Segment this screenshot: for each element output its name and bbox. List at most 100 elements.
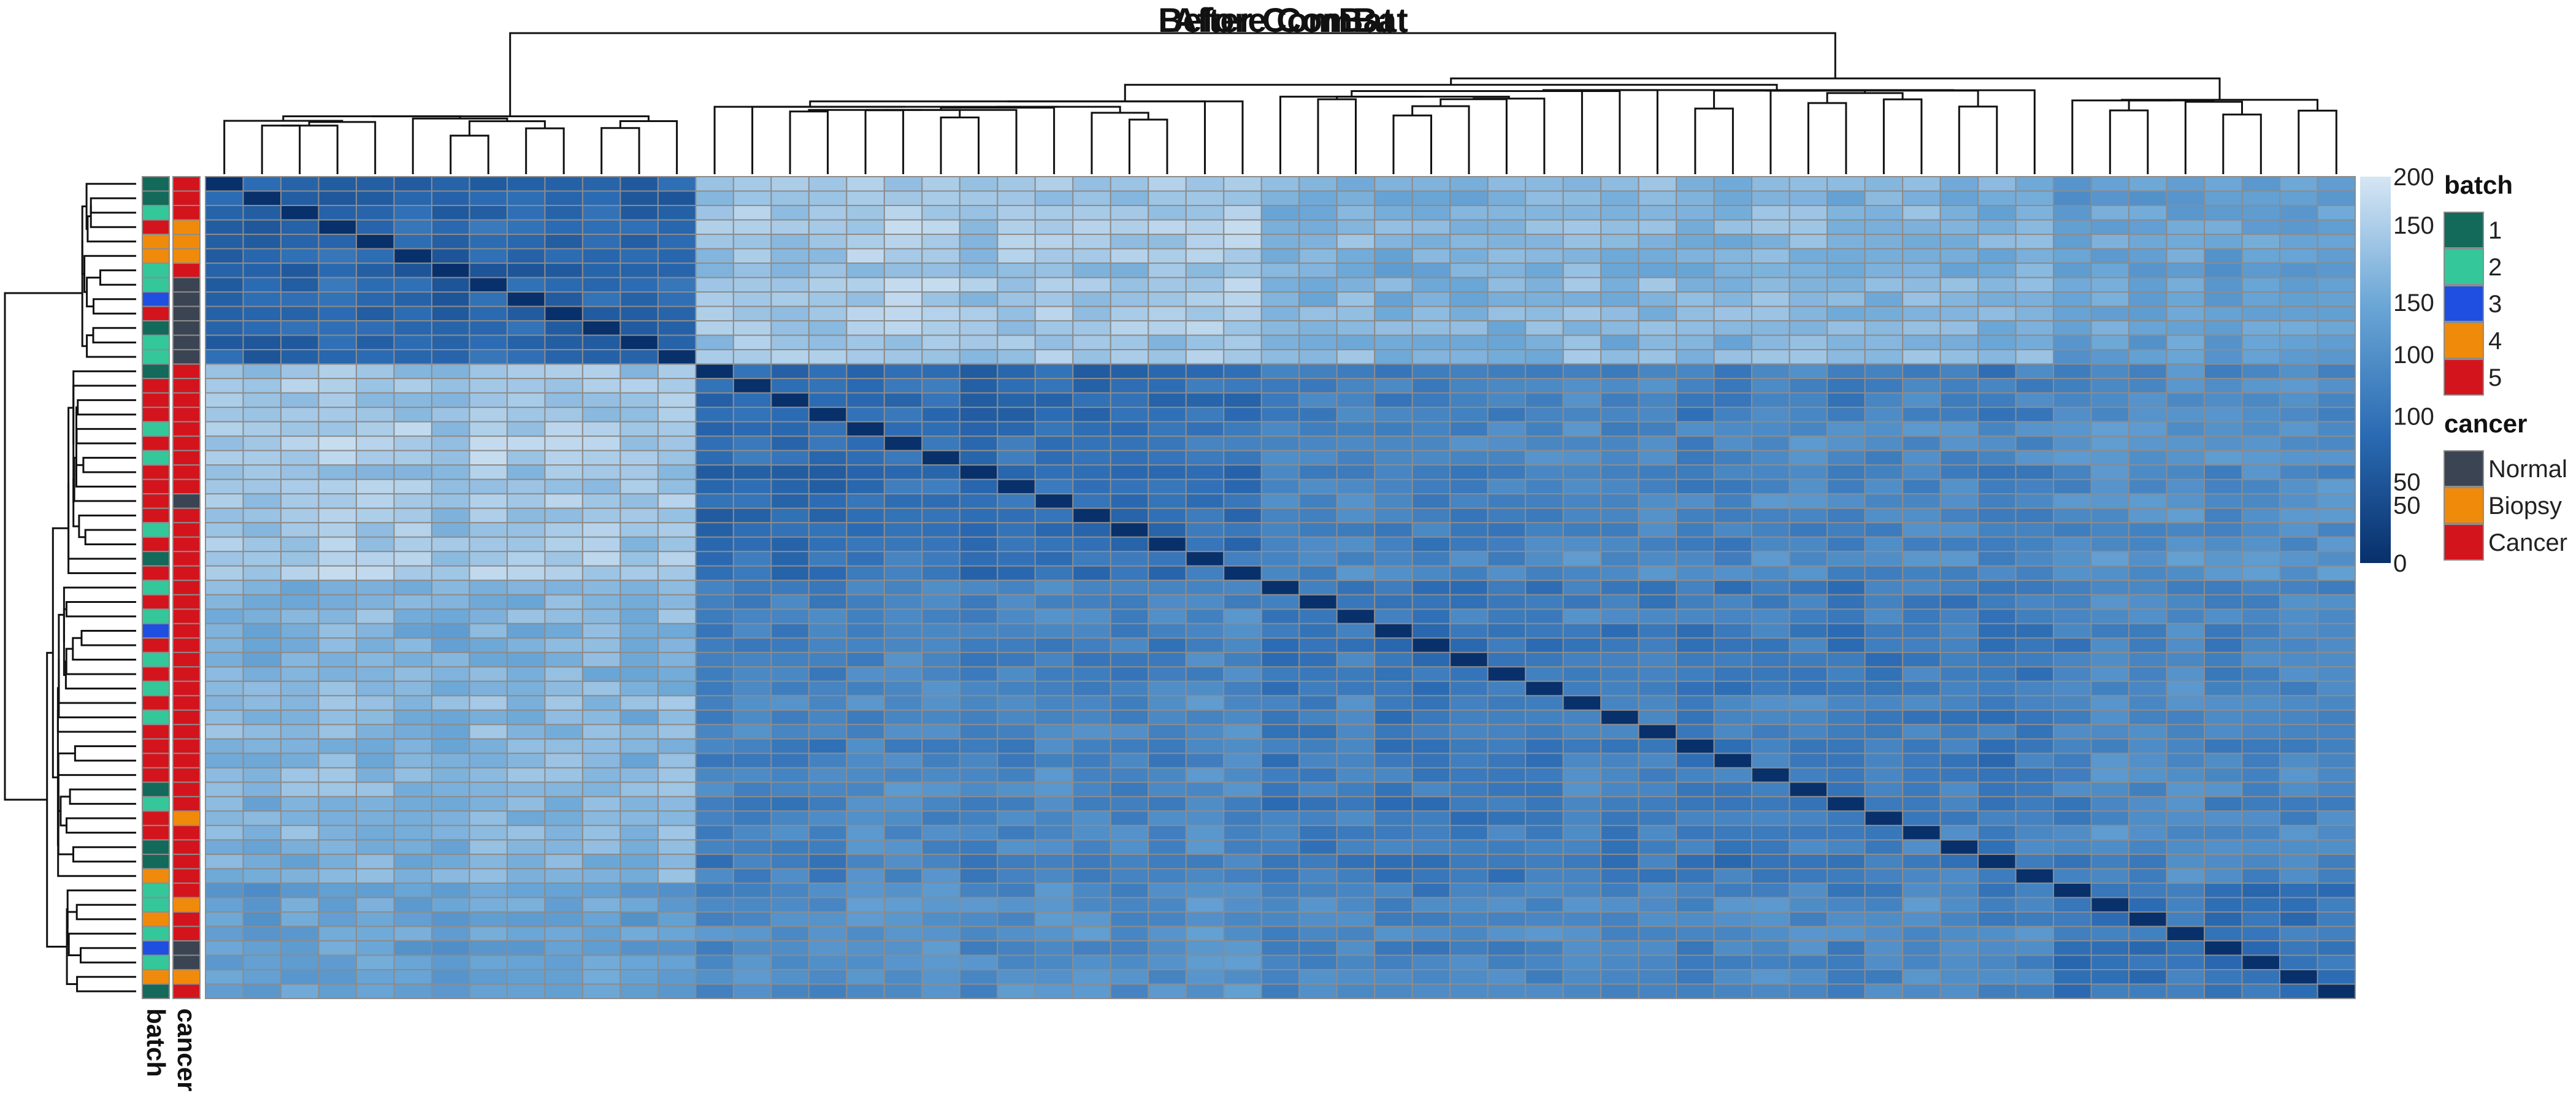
heatmap-cell <box>1676 277 1715 293</box>
heatmap-cell <box>242 709 282 726</box>
heatmap-cell <box>959 580 999 596</box>
heatmap-cell <box>1298 507 1338 524</box>
heatmap-cell <box>581 968 621 985</box>
heatmap-cell <box>1185 940 1225 956</box>
heatmap-cell <box>695 940 734 956</box>
heatmap-cell <box>2090 334 2130 351</box>
heatmap-cell <box>469 608 508 624</box>
heatmap-cell <box>2279 565 2318 581</box>
heatmap-cell <box>393 911 432 927</box>
heatmap-cell <box>883 824 923 841</box>
heatmap-cell <box>695 176 734 192</box>
heatmap-cell <box>280 795 320 812</box>
heatmap-cell <box>1148 507 1187 524</box>
heatmap-cell <box>808 724 848 740</box>
heatmap-cell <box>1977 954 2017 970</box>
heatmap-cell <box>581 305 621 322</box>
heatmap-cell <box>2279 623 2318 639</box>
heatmap-cell <box>921 954 960 970</box>
heatmap-cell <box>1939 522 1979 538</box>
heatmap-cell <box>846 392 885 408</box>
heatmap-cell <box>1223 205 1262 221</box>
heatmap-cell <box>619 248 659 264</box>
heatmap-cell <box>770 767 810 783</box>
heatmap-cell <box>732 926 772 941</box>
heatmap-cell <box>2053 522 2092 538</box>
heatmap-cell <box>1148 983 1187 999</box>
heatmap-cell <box>1939 176 1979 192</box>
heatmap-cell <box>846 651 885 668</box>
heatmap-cell <box>770 968 810 985</box>
heatmap-cell <box>1525 637 1564 653</box>
heatmap-cell <box>1148 940 1187 956</box>
heatmap-cell <box>2317 349 2356 365</box>
heatmap-cell <box>1977 478 2017 495</box>
heatmap-cell <box>2317 176 2356 192</box>
heatmap-cell <box>1449 795 1489 812</box>
heatmap-cell <box>355 651 395 668</box>
heatmap-cell <box>1902 248 1941 264</box>
heatmap-cell <box>883 795 923 812</box>
heatmap-cell <box>1072 263 1111 278</box>
heatmap-cell <box>1751 753 1790 769</box>
row-dendrogram-branch <box>77 399 136 416</box>
heatmap-cell <box>1977 435 2017 451</box>
heatmap-cell <box>2015 219 2055 236</box>
heatmap-cell <box>1449 219 1489 236</box>
heatmap-cell <box>1600 810 1639 826</box>
heatmap-cell <box>318 868 357 884</box>
color-scale-tick-label: 200 <box>2393 164 2434 191</box>
heatmap-cell <box>581 911 621 927</box>
heatmap-cell <box>1374 795 1413 812</box>
heatmap-cell <box>1487 724 1527 740</box>
heatmap-cell <box>1185 263 1225 278</box>
heatmap-cell <box>1939 695 1979 711</box>
heatmap-cell <box>1336 392 1376 408</box>
heatmap-cell <box>1110 781 1149 797</box>
heatmap-cell <box>469 695 508 711</box>
heatmap-cell <box>1676 853 1715 870</box>
heatmap-cell <box>318 536 357 553</box>
heatmap-cell <box>205 753 244 769</box>
heatmap-cell <box>1525 205 1564 221</box>
heatmap-cell <box>1827 263 1866 278</box>
heatmap-cell <box>2090 853 2130 870</box>
heatmap-cell <box>619 190 659 207</box>
heatmap-cell <box>1939 637 1979 653</box>
heatmap-cell <box>1148 810 1187 826</box>
heatmap-cell <box>318 334 357 351</box>
heatmap-cell <box>732 277 772 293</box>
heatmap-cell <box>808 493 848 509</box>
heatmap-cell <box>959 839 999 855</box>
heatmap-cell <box>1713 651 1753 668</box>
heatmap-cell <box>1374 666 1413 682</box>
heatmap-cell <box>1788 795 1828 812</box>
heatmap-cell <box>1072 795 1111 812</box>
heatmap-cell <box>1638 551 1677 567</box>
heatmap-cell <box>1676 263 1715 278</box>
heatmap-cell <box>318 464 357 480</box>
heatmap-cell <box>1185 868 1225 884</box>
heatmap-cell <box>1827 407 1866 423</box>
heatmap-cell <box>1676 435 1715 451</box>
heatmap-cell <box>1788 781 1828 797</box>
heatmap-cell <box>1449 709 1489 726</box>
heatmap-cell <box>2015 954 2055 970</box>
column-dendrogram-branch <box>940 107 1056 174</box>
heatmap-cell <box>959 724 999 740</box>
heatmap-cell <box>2241 954 2281 970</box>
heatmap-cell <box>581 853 621 870</box>
heatmap-cell <box>1034 551 1074 567</box>
heatmap-cell <box>1336 983 1376 999</box>
heatmap-cell <box>695 853 734 870</box>
heatmap-cell <box>2279 824 2318 841</box>
heatmap-cell <box>2090 378 2130 394</box>
heatmap-cell <box>1110 983 1149 999</box>
cancer-annotation-cell <box>172 637 201 653</box>
heatmap-cell <box>657 795 697 812</box>
heatmap-cell <box>393 767 432 783</box>
heatmap-cell <box>2090 666 2130 682</box>
heatmap-cell <box>2090 724 2130 740</box>
heatmap-cell <box>619 378 659 394</box>
heatmap-cell <box>1110 248 1149 264</box>
